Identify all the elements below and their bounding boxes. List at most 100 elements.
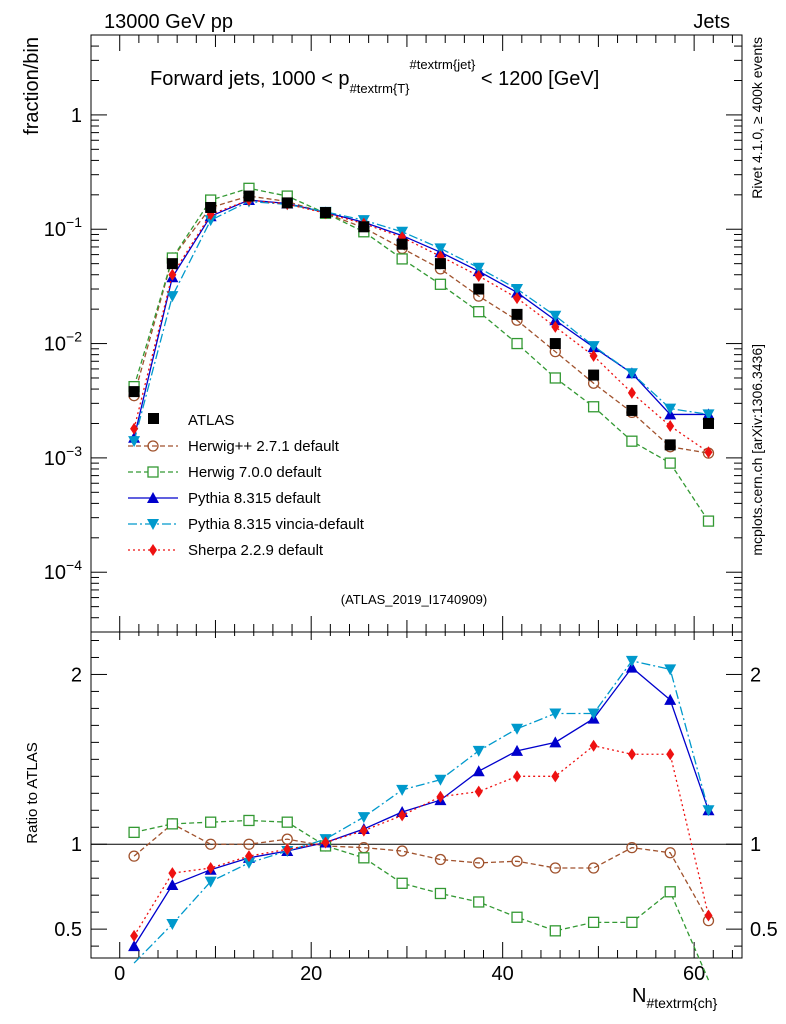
upper-data-point: [205, 201, 217, 213]
upper-data-point: [549, 372, 561, 384]
lower-data-point: [166, 878, 179, 890]
x-axis-label: N#textrm{ch}: [632, 985, 718, 1011]
lower-data-point: [664, 693, 677, 705]
mcplots-label: mcplots.cern.ch [arXiv:1306.3436]: [749, 344, 765, 556]
lower-data-point: [243, 814, 255, 827]
lower-data-point: [473, 896, 485, 908]
legend-entry-vincia: Pythia 8.315 vincia-default: [128, 516, 365, 533]
upper-data-point: [434, 243, 447, 255]
lower-y-tick-label-left: 0.5: [54, 919, 82, 941]
upper-axis-ticks: 110−110−210−310−4: [44, 34, 742, 633]
lower-data-point: [359, 824, 368, 837]
upper-data-point: [551, 320, 560, 333]
upper-data-point: [511, 308, 523, 320]
lower-series-2: [128, 661, 715, 952]
upper-y-axis-label: fraction/bin: [21, 37, 43, 135]
lower-data-point: [398, 809, 407, 822]
lower-data-point: [396, 784, 409, 796]
lower-data-point: [244, 850, 253, 863]
upper-data-point: [474, 269, 483, 282]
upper-data-point: [702, 409, 715, 421]
upper-series-line: [133, 187, 710, 522]
legend-entry-atlas: ATLAS: [148, 412, 234, 429]
lower-data-point: [589, 739, 598, 752]
lower-data-point: [704, 909, 713, 922]
upper-data-point: [625, 368, 638, 380]
lower-series-line: [133, 666, 710, 947]
upper-data-point: [396, 253, 408, 265]
upper-data-point: [664, 403, 677, 415]
upper-data-point: [243, 190, 255, 202]
lower-data-point: [626, 916, 638, 928]
lower-data-point: [206, 862, 215, 875]
tick-label-base: 10: [44, 334, 66, 356]
lower-data-point: [281, 816, 293, 828]
legend-marker-atlas: [148, 413, 159, 424]
lower-series-line: [133, 745, 710, 937]
energy-label: 13000 GeV pp: [104, 11, 233, 33]
lower-data-point: [625, 655, 638, 667]
upper-data-point: [511, 284, 524, 296]
upper-series-line: [133, 199, 709, 453]
plot-title-main: Forward jets, 1000 < p: [150, 68, 350, 90]
upper-data-point: [664, 439, 676, 451]
lower-data-point: [666, 748, 675, 761]
legend-marker-pythia: [147, 492, 159, 503]
legend-label-atlas: ATLAS: [188, 412, 234, 429]
upper-data-point: [434, 258, 446, 270]
legend-entry-herwigpp: Herwig++ 2.7.1 default: [128, 438, 340, 455]
lower-y-axis-label: Ratio to ATLAS: [24, 742, 41, 843]
upper-data-point: [168, 268, 177, 281]
tick-label-base: 10: [44, 448, 66, 470]
lower-y-tick-label-left: 2: [71, 664, 82, 686]
legend-label-pythia: Pythia 8.315 default: [188, 490, 321, 507]
lower-data-point: [204, 876, 217, 888]
lower-data-point: [358, 852, 370, 864]
lower-data-point: [625, 661, 638, 673]
lower-data-point: [549, 862, 561, 874]
upper-data-point: [627, 386, 636, 399]
lower-data-point: [549, 708, 562, 720]
x-tick-label: 0: [114, 963, 125, 985]
lower-data-point: [587, 708, 600, 720]
upper-y-tick-label: 10−4: [44, 557, 82, 584]
upper-data-point: [588, 369, 600, 381]
x-tick-label: 20: [300, 963, 322, 985]
lower-data-point: [472, 745, 485, 757]
lower-data-point: [128, 940, 141, 952]
upper-y-tick-label: 10−2: [44, 329, 82, 356]
lower-data-point: [166, 919, 179, 931]
upper-data-point: [130, 422, 139, 435]
upper-data-point: [166, 258, 178, 270]
upper-data-point: [128, 386, 140, 398]
lower-series-0: [128, 818, 715, 927]
lower-data-point: [473, 857, 485, 869]
x-axis-label-main: N: [632, 985, 646, 1007]
legend-label-herwig7: Herwig 7.0.0 default: [188, 464, 322, 481]
lower-data-point: [513, 770, 522, 783]
lower-data-point: [626, 841, 638, 854]
upper-data-point: [473, 283, 485, 295]
upper-data-point: [358, 221, 370, 233]
upper-data-point: [434, 278, 447, 290]
legend: ATLAS Herwig++ 2.7.1 default Herwig 7.0.…: [128, 412, 365, 559]
upper-y-tick-label: 1: [71, 105, 82, 127]
tick-label-base: 10: [44, 562, 66, 584]
x-tick-label: 60: [683, 963, 705, 985]
upper-series: [128, 182, 715, 527]
lower-axis-ticks: 0 20 40 60 2 2 1 1 0.5 0.5: [54, 632, 778, 985]
upper-series-line: [133, 199, 709, 438]
analysis-id: (ATLAS_2019_I1740909): [341, 592, 487, 607]
lower-data-point: [474, 785, 483, 798]
lower-data-point: [128, 826, 140, 839]
upper-data-point: [166, 291, 179, 303]
upper-data-point: [513, 292, 522, 305]
upper-data-point: [473, 306, 485, 318]
upper-series-line: [133, 195, 709, 454]
lower-data-point: [587, 916, 600, 928]
lower-y-tick-label-right: 1: [750, 834, 761, 856]
lower-y-tick-label-right: 2: [750, 664, 761, 686]
lower-y-tick-label-right: 0.5: [750, 919, 778, 941]
lower-data-point: [436, 790, 445, 803]
